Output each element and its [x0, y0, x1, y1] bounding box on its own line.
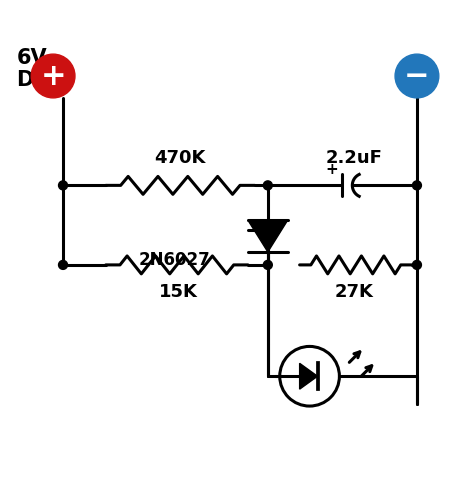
Circle shape	[412, 260, 421, 269]
Polygon shape	[300, 363, 318, 389]
Circle shape	[395, 54, 439, 98]
Text: 2.2uF: 2.2uF	[326, 149, 383, 167]
Circle shape	[59, 260, 67, 269]
Text: 27K: 27K	[335, 283, 374, 301]
Circle shape	[59, 181, 67, 190]
Text: 6V
DC: 6V DC	[16, 48, 49, 90]
Text: 15K: 15K	[159, 283, 198, 301]
Text: +: +	[40, 61, 66, 91]
Circle shape	[31, 54, 75, 98]
Polygon shape	[248, 220, 288, 252]
Text: 470K: 470K	[155, 149, 206, 167]
Circle shape	[264, 181, 272, 190]
Circle shape	[412, 181, 421, 190]
Text: −: −	[404, 61, 430, 91]
Circle shape	[264, 260, 272, 269]
Text: +: +	[325, 162, 338, 177]
Text: 2N6027: 2N6027	[138, 251, 210, 269]
